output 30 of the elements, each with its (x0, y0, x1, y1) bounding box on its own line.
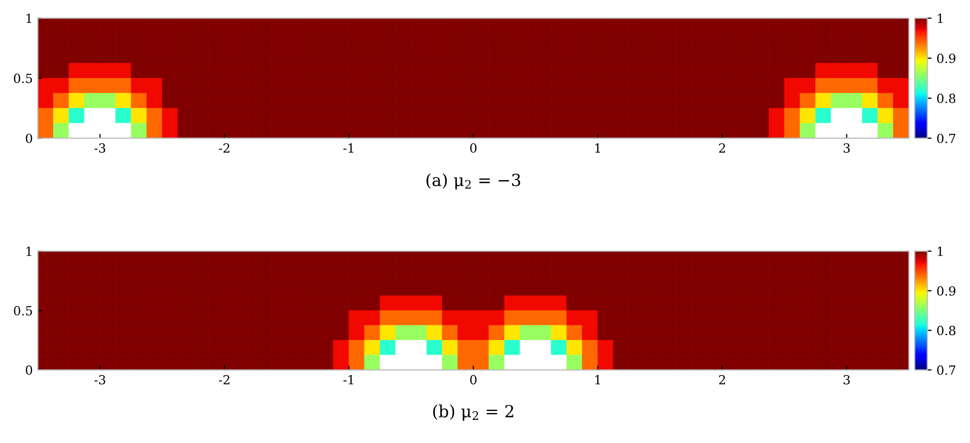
color-bar-label: 0.7 (937, 365, 956, 375)
x-tick-label: 0 (470, 143, 477, 153)
x-tick-label: 3 (844, 143, 850, 153)
x-tick-label: 1 (595, 374, 600, 384)
x-tick-label: -3 (94, 374, 106, 384)
x-tick-label: 2 (719, 374, 725, 384)
y-tick-label: 1 (26, 246, 32, 256)
x-tick-label: -2 (218, 143, 230, 153)
text: (a) μ$_{2}$ = −3 (426, 173, 520, 190)
color-bar-label: 0.9 (937, 286, 956, 296)
y-tick-label: 1 (26, 14, 32, 23)
x-tick-label: 0 (470, 374, 477, 384)
x-tick-label: 3 (844, 374, 850, 384)
color-bar-label: 0.7 (937, 134, 956, 144)
y-tick-label: 0 (26, 365, 32, 375)
color-bar-label: 0.9 (937, 54, 956, 64)
x-tick-label: 1 (595, 143, 600, 153)
y-tick-label: 0.5 (14, 74, 32, 84)
color-bar-label: 0.8 (937, 94, 956, 104)
x-tick-label: -3 (94, 143, 106, 153)
x-tick-label: -1 (343, 143, 354, 153)
x-tick-label: -1 (343, 374, 354, 384)
text: (b) μ$_{2}$ = 2 (433, 404, 514, 421)
color-bar-label: 1 (938, 14, 943, 23)
color-bar-label: 0.8 (937, 326, 956, 336)
y-tick-label: 0.5 (14, 306, 32, 316)
x-tick-label: 2 (719, 143, 725, 153)
color-bar-label: 1 (938, 246, 943, 256)
y-tick-label: 0 (26, 134, 32, 144)
x-tick-label: -2 (218, 374, 230, 384)
